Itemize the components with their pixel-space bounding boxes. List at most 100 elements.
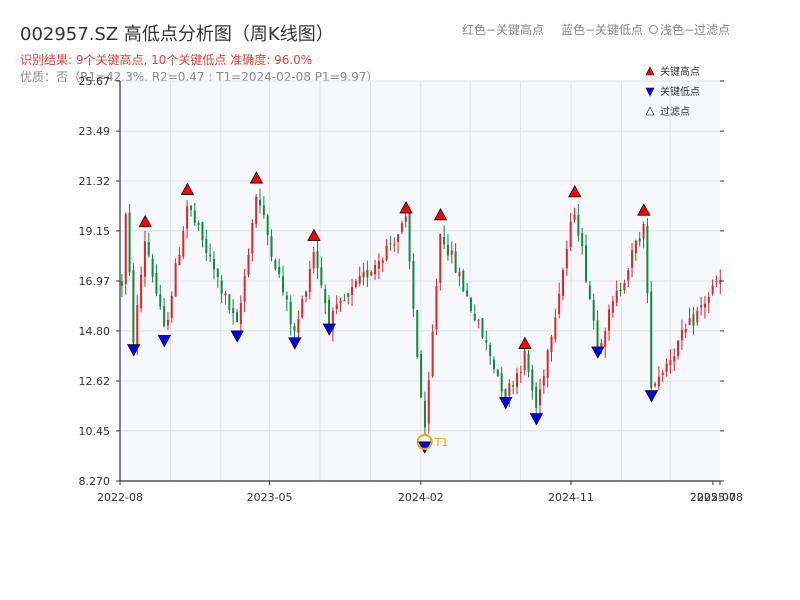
x-tick-label: 2025-08 bbox=[697, 491, 743, 504]
candle-body bbox=[235, 312, 238, 323]
candle-body bbox=[466, 290, 469, 297]
candle-body bbox=[508, 383, 511, 397]
candle-body bbox=[293, 326, 296, 331]
candle-body bbox=[174, 263, 177, 297]
candle-body bbox=[328, 299, 331, 328]
candle-body bbox=[358, 275, 361, 284]
candle-body bbox=[608, 309, 611, 331]
key-high-marker bbox=[249, 171, 264, 184]
candle-body bbox=[657, 376, 660, 387]
candle-body bbox=[569, 221, 572, 248]
candle-body bbox=[404, 216, 407, 222]
t1-circle bbox=[416, 433, 433, 450]
candle-body bbox=[301, 298, 304, 318]
candle-body bbox=[247, 255, 250, 275]
candle-body bbox=[262, 205, 265, 216]
candle-body bbox=[661, 372, 664, 376]
candle-body bbox=[362, 271, 365, 278]
candle-body bbox=[535, 386, 538, 409]
candle-body bbox=[305, 291, 308, 297]
y-tick-label: 10.45 bbox=[79, 425, 111, 438]
candle-body bbox=[427, 380, 430, 424]
candle-body bbox=[669, 359, 672, 366]
candle-body bbox=[581, 233, 584, 246]
candle-body bbox=[542, 376, 545, 386]
candle-body bbox=[515, 373, 518, 387]
candle-body bbox=[120, 281, 123, 286]
candle-body bbox=[562, 270, 565, 296]
candle-body bbox=[136, 305, 139, 346]
candle-body bbox=[259, 199, 261, 206]
candle-body bbox=[489, 344, 492, 356]
t1-annotation: T1 bbox=[416, 433, 448, 450]
candle-body bbox=[132, 269, 135, 344]
candle-body bbox=[220, 280, 223, 294]
candle-body bbox=[680, 329, 683, 341]
candle-body bbox=[370, 272, 373, 276]
candle-body bbox=[692, 314, 695, 326]
candle-body bbox=[619, 290, 622, 292]
key-low-marker bbox=[591, 346, 605, 359]
legend-label: 过滤点 bbox=[660, 105, 690, 118]
candle-body bbox=[124, 214, 127, 285]
candle-body bbox=[577, 215, 580, 236]
candle-body bbox=[282, 276, 285, 293]
candle-body bbox=[408, 212, 411, 262]
x-tick-labels: 2022-08 2023-05 2024-02 2024-11 2025-072025-… bbox=[97, 481, 743, 504]
legend-light-note-label: 浅色−过滤点 bbox=[660, 23, 731, 37]
candle-body bbox=[596, 320, 599, 351]
candle-body bbox=[611, 301, 614, 313]
candle-body bbox=[397, 234, 400, 242]
key-low-marker bbox=[230, 330, 244, 343]
candle-body bbox=[715, 280, 718, 282]
y-tick-labels: 8.270 10.45 12.62 14.80 16.97 19.15 21.32 23.49… bbox=[79, 75, 111, 488]
candle-body bbox=[151, 258, 154, 277]
candle-body bbox=[627, 270, 630, 281]
candle-body bbox=[228, 294, 231, 310]
candle-body bbox=[347, 293, 350, 297]
candle-body bbox=[320, 267, 323, 286]
candle-body bbox=[331, 310, 334, 331]
candle-body bbox=[385, 245, 388, 261]
candle-body bbox=[351, 287, 354, 296]
key-low-marker bbox=[499, 397, 513, 410]
candle-body bbox=[454, 251, 457, 273]
candle-body bbox=[634, 240, 637, 254]
candle-body bbox=[431, 331, 434, 377]
candle-body bbox=[473, 313, 476, 321]
candle-body bbox=[588, 285, 591, 300]
key-high-marker bbox=[518, 336, 532, 349]
y-tick-label: 8.270 bbox=[79, 475, 111, 488]
candle-body bbox=[654, 383, 657, 386]
candle-body bbox=[400, 223, 403, 232]
legend-red-note: 红色−关键高点 bbox=[462, 23, 545, 37]
candle-body bbox=[558, 293, 561, 315]
key-high-marker bbox=[399, 201, 413, 214]
candle-body bbox=[339, 300, 342, 303]
candle-body bbox=[159, 294, 162, 307]
candle-body bbox=[316, 251, 319, 269]
y-tick-label: 23.49 bbox=[79, 125, 111, 138]
candle-body bbox=[719, 279, 722, 284]
candle-body bbox=[140, 274, 143, 309]
chart-title: 002957.SZ 高低点分析图（周K线图） bbox=[20, 24, 334, 45]
candle-body bbox=[592, 300, 595, 321]
candle-body bbox=[450, 250, 453, 255]
candle-body bbox=[178, 254, 181, 266]
key-high-marker bbox=[568, 185, 582, 198]
candles bbox=[120, 188, 722, 435]
candle-body bbox=[312, 251, 315, 269]
candle-body bbox=[285, 295, 288, 300]
candle-body bbox=[366, 270, 369, 278]
y-tick-label: 25.67 bbox=[79, 75, 111, 88]
candle-body bbox=[147, 241, 150, 256]
candle-body bbox=[374, 265, 377, 275]
candle-body bbox=[197, 222, 200, 226]
candle-body bbox=[638, 238, 641, 242]
y-tick-label: 14.80 bbox=[79, 325, 111, 338]
y-tick-label: 12.62 bbox=[79, 375, 111, 388]
key-low-marker bbox=[644, 390, 659, 403]
key-low-marker bbox=[127, 344, 141, 357]
x-tick-label: 2024-11 bbox=[548, 491, 594, 504]
candle-body bbox=[496, 369, 499, 377]
